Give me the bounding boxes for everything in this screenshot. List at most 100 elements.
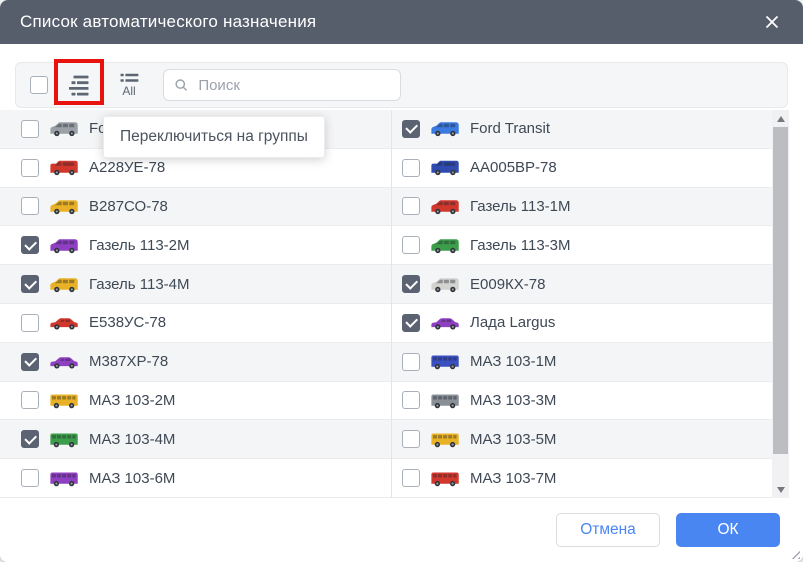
row-checkbox[interactable]: [21, 391, 39, 410]
groups-tooltip: Переключиться на группы: [103, 116, 325, 158]
vehicle-icon: [49, 158, 79, 177]
scroll-up-button[interactable]: [772, 110, 789, 127]
search-box: [163, 69, 401, 101]
vehicle-column-right: Ford Transit АА005ВР-78 Газель 113-1М Га…: [392, 110, 772, 498]
search-input[interactable]: [196, 75, 390, 95]
vehicle-row[interactable]: Е009КХ-78: [392, 265, 772, 304]
select-all-visible-button[interactable]: All: [109, 65, 149, 105]
vehicle-label: Е538УС-78: [89, 314, 167, 332]
row-checkbox[interactable]: [402, 197, 420, 216]
row-checkbox[interactable]: [402, 236, 420, 255]
row-checkbox[interactable]: [402, 352, 420, 371]
vehicle-label: А228УЕ-78: [89, 159, 166, 177]
vehicle-label: Газель 113-2М: [89, 236, 190, 254]
vehicle-row[interactable]: Газель 113-2М: [0, 226, 391, 266]
resize-handle[interactable]: [790, 549, 800, 559]
vehicle-icon: [430, 236, 460, 255]
vehicle-icon: [430, 313, 460, 332]
vehicle-icon: [430, 119, 460, 138]
scroll-up-icon: [776, 115, 785, 122]
vehicle-row[interactable]: МАЗ 103-7М: [392, 459, 772, 498]
scroll-down-button[interactable]: [772, 481, 789, 498]
all-list-icon: [120, 73, 138, 82]
vehicle-list: Fo А228УЕ-78 В287СО-78 Газель 113-2М Газ…: [0, 110, 803, 498]
vehicle-label: МАЗ 103-2М: [89, 391, 176, 409]
select-all-checkbox[interactable]: [30, 76, 48, 94]
vehicle-icon: [430, 158, 460, 177]
row-checkbox[interactable]: [21, 313, 39, 332]
row-checkbox[interactable]: [21, 275, 39, 294]
row-checkbox[interactable]: [21, 197, 39, 216]
row-checkbox[interactable]: [402, 119, 420, 138]
vehicle-row[interactable]: Газель 113-3М: [392, 226, 772, 266]
vehicle-row[interactable]: МАЗ 103-1М: [392, 342, 772, 382]
vehicle-icon: [49, 119, 79, 138]
row-checkbox[interactable]: [402, 275, 420, 294]
switch-to-groups-button[interactable]: [59, 65, 99, 105]
row-checkbox[interactable]: [402, 158, 420, 177]
vehicle-label: Газель 113-1М: [470, 197, 571, 215]
vehicle-row[interactable]: МАЗ 103-4М: [0, 420, 391, 460]
scroll-down-icon: [776, 486, 785, 493]
row-checkbox[interactable]: [402, 391, 420, 410]
close-icon[interactable]: [761, 11, 783, 33]
vehicle-icon: [49, 430, 79, 449]
vehicle-label: МАЗ 103-5М: [470, 430, 557, 448]
vehicle-label: Fo: [89, 120, 107, 138]
vehicle-row[interactable]: АА005ВР-78: [392, 148, 772, 188]
vehicle-icon: [49, 197, 79, 216]
row-checkbox[interactable]: [21, 430, 39, 449]
vehicle-row[interactable]: Ford Transit: [392, 110, 772, 149]
list-toolbar: All: [15, 59, 788, 108]
all-button-label: All: [122, 84, 136, 98]
cancel-button[interactable]: Отмена: [556, 513, 660, 547]
vehicle-row[interactable]: Газель 113-1М: [392, 187, 772, 227]
row-checkbox[interactable]: [21, 158, 39, 177]
dialog-titlebar: Список автоматического назначения: [0, 0, 803, 44]
vehicle-row[interactable]: МАЗ 103-5М: [392, 420, 772, 460]
vehicle-label: МАЗ 103-4М: [89, 430, 176, 448]
vehicle-icon: [430, 352, 460, 371]
vehicle-label: М387ХР-78: [89, 353, 169, 371]
vehicle-label: Газель 113-3М: [470, 236, 571, 254]
row-checkbox[interactable]: [21, 469, 39, 488]
vehicle-icon: [430, 275, 460, 294]
vehicle-row[interactable]: Е538УС-78: [0, 303, 391, 343]
vehicle-icon: [430, 197, 460, 216]
row-checkbox[interactable]: [21, 236, 39, 255]
vertical-scrollbar[interactable]: [772, 110, 789, 498]
vehicle-label: АА005ВР-78: [470, 159, 557, 177]
vehicle-label: Лада Largus: [470, 314, 556, 332]
row-checkbox[interactable]: [402, 469, 420, 488]
vehicle-row[interactable]: МАЗ 103-3М: [392, 381, 772, 421]
vehicle-label: МАЗ 103-6М: [89, 469, 176, 487]
vehicle-label: МАЗ 103-1М: [470, 353, 557, 371]
vehicle-row[interactable]: В287СО-78: [0, 187, 391, 227]
vehicle-label: В287СО-78: [89, 197, 168, 215]
vehicle-icon: [430, 391, 460, 410]
row-checkbox[interactable]: [402, 430, 420, 449]
ok-button[interactable]: ОК: [676, 513, 780, 547]
vehicle-row[interactable]: Лада Largus: [392, 303, 772, 343]
vehicle-icon: [49, 313, 79, 332]
vehicle-label: Газель 113-4М: [89, 275, 190, 293]
vehicle-row[interactable]: Газель 113-4М: [0, 265, 391, 304]
vehicle-icon: [430, 469, 460, 488]
vehicle-row[interactable]: МАЗ 103-2М: [0, 381, 391, 421]
vehicle-row[interactable]: МАЗ 103-6М: [0, 459, 391, 498]
scrollbar-thumb[interactable]: [773, 127, 788, 454]
vehicle-icon: [49, 236, 79, 255]
search-icon: [175, 79, 188, 91]
row-checkbox[interactable]: [21, 352, 39, 371]
row-checkbox[interactable]: [21, 119, 39, 138]
vehicle-icon: [49, 469, 79, 488]
vehicle-icon: [49, 391, 79, 410]
vehicle-label: Ford Transit: [470, 120, 551, 138]
row-checkbox[interactable]: [402, 313, 420, 332]
vehicle-row[interactable]: М387ХР-78: [0, 342, 391, 382]
vehicle-icon: [430, 430, 460, 449]
vehicle-column-left: Fo А228УЕ-78 В287СО-78 Газель 113-2М Газ…: [0, 110, 392, 498]
dialog-title: Список автоматического назначения: [20, 12, 317, 31]
dialog-footer: Отмена ОК: [0, 498, 803, 562]
